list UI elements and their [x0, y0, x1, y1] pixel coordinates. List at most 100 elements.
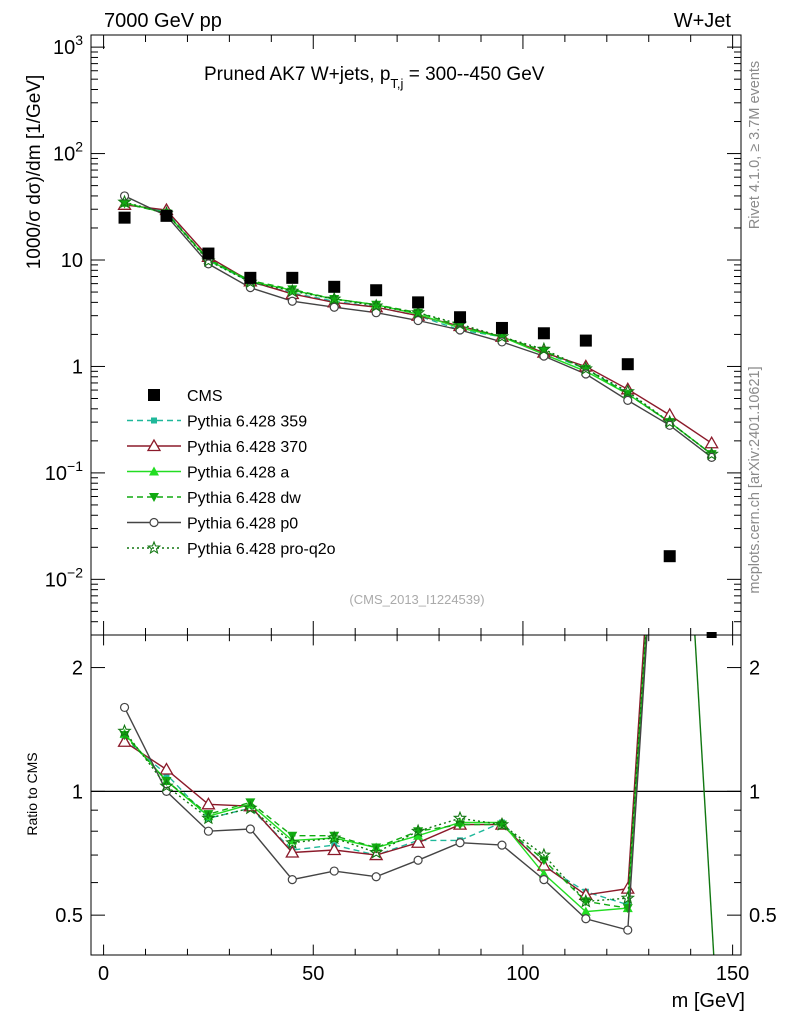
legend-label: Pythia 6.428 359	[187, 414, 307, 431]
cms-point	[118, 211, 131, 224]
rivet-label: Rivet 4.1.0, ≥ 3.7M events	[747, 61, 763, 229]
legend-item-pa: Pythia 6.428 a	[127, 465, 289, 482]
main-ytick-label: 1	[72, 356, 83, 378]
series-point	[620, 890, 635, 905]
main-series-group	[117, 191, 719, 563]
series-point	[245, 824, 255, 834]
ratio-line-p370	[124, 635, 646, 896]
series-point	[287, 875, 297, 885]
cms-point	[621, 358, 634, 371]
header-left: 7000 GeV pp	[104, 10, 222, 32]
legend-label: Pythia 6.428 p0	[187, 516, 298, 533]
series-point	[371, 843, 382, 853]
series-point	[201, 810, 216, 825]
series-point	[623, 925, 633, 935]
series-point	[410, 823, 426, 838]
ratio-drop-line	[694, 635, 715, 955]
main-ytick-label: 10	[61, 250, 83, 272]
series-point	[410, 305, 426, 319]
series-point	[369, 298, 384, 313]
ratio-line-pq2o	[123, 635, 647, 903]
series-point	[287, 296, 297, 306]
series-point	[285, 283, 300, 298]
legend-item-pq2o: Pythia 6.428 pro-q2o	[127, 540, 336, 558]
series-point	[497, 840, 507, 850]
series-point	[455, 838, 465, 848]
series-point	[287, 285, 298, 295]
ratio-ytick-label-right: 1	[749, 781, 760, 803]
cms-point	[244, 271, 257, 284]
series-point	[369, 845, 384, 859]
main-title: Pruned AK7 W+jets, pT,j = 300--450 GeV	[204, 64, 545, 91]
series-point	[149, 466, 159, 476]
legend-item-p370: Pythia 6.428 370	[127, 438, 307, 456]
series-point	[117, 723, 132, 738]
ratio-ytick-label-right: 0.5	[749, 905, 777, 927]
series-point	[203, 810, 214, 820]
header-right: W+Jet	[674, 10, 732, 32]
series-point	[159, 778, 174, 793]
series-point	[327, 291, 342, 306]
ratio-ytick-label: 0.5	[55, 905, 83, 927]
mcplots-label: mcplots.cern.ch [arXiv:2401.10621]	[747, 366, 763, 593]
series-point	[151, 417, 157, 424]
series-point	[117, 734, 132, 747]
series-point	[119, 702, 130, 713]
legend-label: CMS	[187, 388, 223, 405]
ratio-ylabel: Ratio to CMS	[24, 752, 40, 835]
cms-point	[328, 280, 341, 293]
series-point	[203, 826, 214, 836]
legend-item-pp0: Pythia 6.428 p0	[127, 516, 298, 533]
series-point	[285, 845, 300, 858]
cms-point	[537, 327, 550, 340]
x-axis-label: m [GeV]	[672, 990, 745, 1012]
analysis-tag: (CMS_2013_I1224539)	[349, 592, 484, 607]
series-point	[623, 395, 633, 405]
series-point	[410, 835, 426, 848]
series-point	[329, 302, 339, 312]
series-point	[494, 817, 510, 831]
series-point	[327, 842, 342, 856]
main-ytick-label: 10−2	[45, 564, 83, 591]
legend-item-cms: CMS	[148, 388, 223, 405]
cms-point	[663, 550, 676, 563]
series-point	[494, 329, 510, 343]
series-point	[536, 847, 552, 862]
ratio-xtick-label: 100	[506, 963, 539, 985]
series-point	[539, 875, 549, 885]
ratio-xtick-label: 150	[716, 963, 749, 985]
cms-point	[286, 271, 299, 284]
series-point	[536, 341, 552, 356]
legend-label: Pythia 6.428 pro-q2o	[187, 541, 336, 558]
series-point	[538, 868, 549, 878]
legend-label: Pythia 6.428 370	[187, 439, 307, 456]
ratio-ytick-label: 2	[72, 658, 83, 680]
series-point	[201, 797, 216, 810]
series-point	[578, 893, 593, 908]
series-point	[146, 438, 162, 452]
series-point	[159, 762, 174, 775]
series-point	[285, 835, 300, 849]
ratio-xtick-label: 50	[302, 963, 324, 985]
cms-point	[370, 284, 383, 297]
series-point	[371, 300, 382, 310]
cms-point	[160, 209, 173, 222]
series-point	[580, 906, 591, 916]
main-ytick-label: 102	[53, 139, 83, 166]
series-point	[371, 872, 381, 882]
series-point	[117, 194, 132, 209]
main-ylabel: 1000/σ dσ)/dm [1/GeV]	[24, 75, 45, 270]
ratio-line-p359	[124, 635, 647, 906]
series-point	[413, 315, 423, 326]
ratio-ytick-label-right: 2	[749, 658, 760, 680]
ratio-line-pdw	[123, 635, 647, 909]
cms-point	[495, 321, 508, 334]
series-point	[329, 866, 339, 876]
series-point	[581, 914, 591, 924]
series-point	[620, 384, 635, 398]
series-point	[149, 493, 159, 502]
legend: CMS Pythia 6.428 359 Pythia 6.428 370 Pythi…	[127, 388, 336, 558]
series-point	[662, 414, 677, 429]
